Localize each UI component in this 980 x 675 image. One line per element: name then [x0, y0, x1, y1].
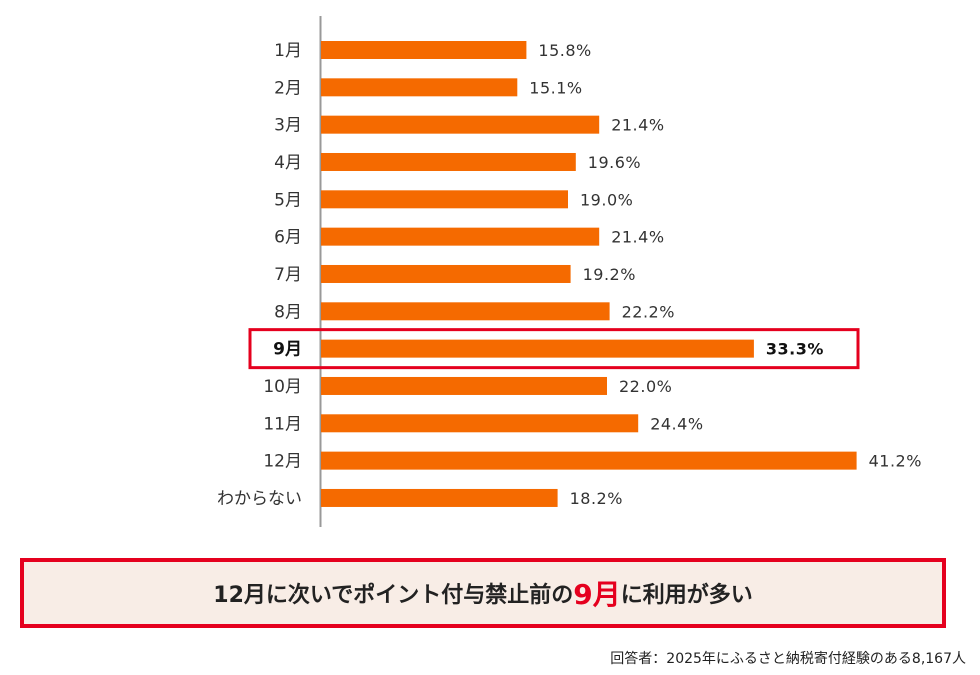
category-label: 9月 [273, 340, 302, 360]
value-label: 19.0% [580, 190, 633, 209]
bar [321, 152, 576, 171]
category-label: 1月 [274, 41, 302, 61]
bar [321, 376, 607, 395]
callout-text-before: 12月に次いでポイント付与禁止前の [213, 583, 574, 608]
value-label: 21.4% [611, 228, 664, 247]
category-label: 2月 [274, 78, 302, 98]
highlight-box [248, 328, 860, 370]
value-label: 33.3% [766, 340, 824, 359]
bar [321, 339, 754, 358]
value-label: 41.2% [869, 452, 922, 471]
bar [321, 302, 610, 321]
category-label: 3月 [274, 116, 302, 136]
category-label: 11月 [263, 414, 302, 434]
bar [321, 414, 639, 433]
category-label: 6月 [274, 228, 302, 248]
bar [321, 115, 600, 134]
bar [321, 227, 600, 246]
callout-box: 12月に次いでポイント付与禁止前の 9月 に利用が多い [20, 558, 946, 628]
category-label: 8月 [274, 302, 302, 322]
category-label: 4月 [274, 153, 302, 173]
bar [321, 264, 571, 283]
bar [321, 78, 518, 97]
category-label: 5月 [274, 190, 302, 210]
value-label: 15.1% [529, 78, 582, 97]
value-label: 21.4% [611, 116, 664, 135]
category-label: 12月 [263, 452, 302, 472]
value-label: 15.8% [538, 41, 591, 60]
callout-highlight: 9月 [573, 578, 621, 611]
bars-group: 1月 15.8% 2月 15.1% 3月 21.4% 4月 19.6% 5月 19.0% 6月 21.… [217, 41, 922, 509]
bar [321, 451, 857, 470]
category-label: 10月 [263, 377, 302, 397]
bar-chart: 1月 15.8% 2月 15.1% 3月 21.4% 4月 19.6% 5月 19.0% 6月 21.… [217, 16, 922, 527]
category-label: わからない [217, 489, 302, 509]
bar [321, 41, 527, 59]
value-label: 24.4% [650, 414, 703, 433]
value-label: 22.2% [622, 302, 675, 321]
category-label: 7月 [274, 265, 302, 285]
callout-text-after: に利用が多い [620, 583, 753, 608]
value-label: 19.6% [588, 153, 641, 172]
bar [321, 488, 558, 507]
value-label: 22.0% [619, 377, 672, 396]
value-label: 18.2% [570, 489, 623, 508]
respondents-footnote: 回答者：2025年にふるさと納税寄付経験のある8,167人 [610, 651, 966, 667]
bar [321, 190, 568, 209]
value-label: 19.2% [583, 265, 636, 284]
